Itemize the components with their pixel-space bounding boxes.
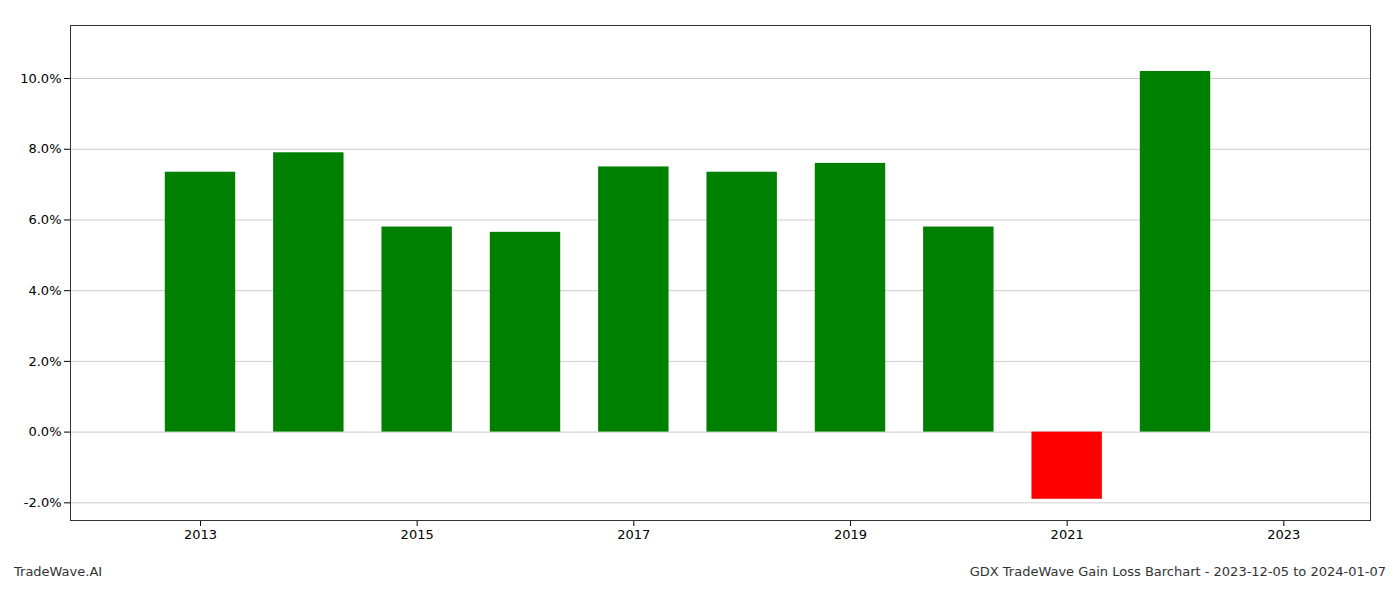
- svg-text:6.0%: 6.0%: [28, 212, 61, 227]
- svg-text:2019: 2019: [834, 527, 867, 542]
- svg-text:4.0%: 4.0%: [28, 283, 61, 298]
- svg-text:2013: 2013: [184, 527, 217, 542]
- svg-text:2017: 2017: [617, 527, 650, 542]
- svg-text:8.0%: 8.0%: [28, 141, 61, 156]
- svg-text:0.0%: 0.0%: [28, 424, 61, 439]
- svg-text:10.0%: 10.0%: [20, 71, 61, 86]
- html-text:GDX TradeWave Gain Loss Barcha: GDX TradeWave Gain Loss Barchart - 2023-…: [969, 564, 1386, 579]
- svg-text:2015: 2015: [401, 527, 434, 542]
- svg-text:-2.0%: -2.0%: [24, 495, 62, 510]
- svg-text:2.0%: 2.0%: [28, 354, 61, 369]
- html-text:TradeWave.AI: TradeWave.AI: [14, 564, 103, 579]
- svg-text:2021: 2021: [1051, 527, 1084, 542]
- svg-text:2023: 2023: [1267, 527, 1300, 542]
